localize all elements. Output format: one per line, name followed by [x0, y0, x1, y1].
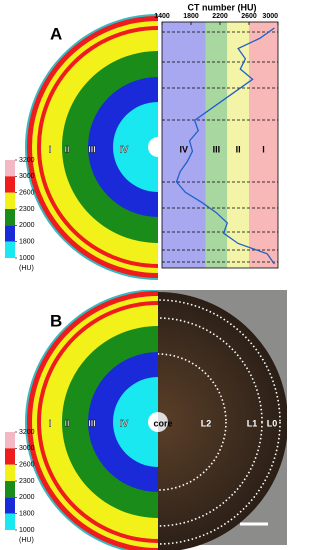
ct-image	[25, 14, 158, 280]
zone-band	[249, 22, 278, 268]
zone-label: IV	[120, 144, 129, 154]
colorbar-label: 2600	[19, 190, 35, 197]
photo-label: L0	[267, 418, 278, 428]
colorbar-segment	[5, 176, 15, 193]
colorbar-segment	[5, 464, 15, 481]
panel-label: B	[50, 311, 62, 330]
zone-label: II	[64, 418, 69, 428]
colorbar-segment	[5, 481, 15, 498]
zone-label: III	[88, 418, 96, 428]
colorbar-label: 3200	[19, 157, 35, 164]
colorbar-segment	[5, 160, 15, 177]
colorbar-segment	[5, 241, 15, 258]
zone-label: I	[49, 418, 52, 428]
colorbar-label: 3000	[19, 445, 35, 452]
colorbar-segment	[5, 192, 15, 209]
x-tick-label: 2600	[241, 13, 257, 20]
zone-band	[227, 22, 249, 268]
x-tick-label: 1800	[183, 13, 199, 20]
colorbar-label: 1800	[19, 239, 35, 246]
colorbar-label: 2000	[19, 494, 35, 501]
zone-label: IV	[120, 418, 129, 428]
colorbar-segment	[5, 209, 15, 226]
photo-label: core	[153, 418, 172, 428]
panel-label: A	[50, 24, 62, 43]
colorbar-segment	[5, 497, 15, 514]
colorbar-segment	[5, 225, 15, 242]
zone-label: II	[64, 144, 69, 154]
zone-label: I	[49, 144, 52, 154]
zone-label: III	[213, 144, 221, 154]
zone-label: III	[88, 144, 96, 154]
colorbar-label: 1800	[19, 511, 35, 518]
colorbar-label: 1000	[19, 527, 35, 534]
profile-line	[175, 27, 275, 265]
figure: A B CT number (HU) core L2 L1 L0 IV III II…	[5, 2, 287, 550]
colorbar-label: 2300	[19, 206, 35, 213]
zone-label: I	[262, 144, 265, 154]
colorbar-unit: (HU)	[19, 265, 34, 272]
x-tick-label: 2200	[212, 13, 228, 20]
colorbar-segment	[5, 513, 15, 530]
colorbar-segment	[5, 432, 15, 449]
colorbar-label: 2600	[19, 462, 35, 469]
zone-label: IV	[179, 144, 188, 154]
colorbar-label: 2000	[19, 222, 35, 229]
colorbar-label: 1000	[19, 255, 35, 262]
colorbar-label: 3200	[19, 429, 35, 436]
colorbar-unit: (HU)	[19, 537, 34, 544]
colorbar-label: 2300	[19, 478, 35, 485]
zone-band	[205, 22, 228, 268]
x-tick-label: 3000	[262, 13, 278, 20]
photo-label: L2	[201, 418, 212, 428]
colorbar-label: 3000	[19, 173, 35, 180]
photo	[158, 290, 287, 550]
x-tick-label: 1400	[154, 13, 170, 20]
ct-image	[25, 290, 158, 550]
photo-label: L1	[247, 418, 258, 428]
zone-band	[162, 22, 206, 268]
x-axis-title: CT number (HU)	[188, 2, 257, 12]
zone-label: II	[236, 144, 241, 154]
colorbar-segment	[5, 448, 15, 465]
